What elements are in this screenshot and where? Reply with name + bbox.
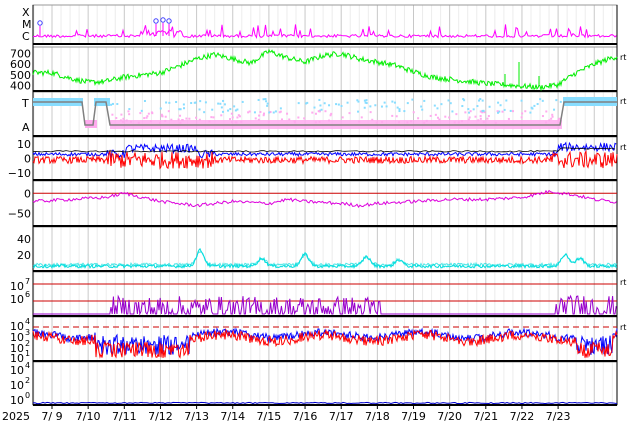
p8-series-a xyxy=(32,327,618,357)
p8-right-label: rt xyxy=(620,323,626,332)
p4-tick-0: 10 xyxy=(17,138,31,151)
p8-tick-exp-6: 1 xyxy=(25,349,30,358)
p4-series-c xyxy=(32,147,616,153)
p4-tick-2: −10 xyxy=(8,167,31,180)
x-tick-14: 7/23 xyxy=(546,410,571,423)
p4-tick-1: 0 xyxy=(24,153,31,166)
x-tick-9: 7/18 xyxy=(365,410,390,423)
x-tick-1: 7/10 xyxy=(76,410,101,423)
p5-tick-m50: −50 xyxy=(8,208,31,221)
p8-tick-exp-4: 2 xyxy=(25,339,30,348)
x-tick-13: 7/22 xyxy=(510,410,535,423)
p6-tick-40: 40 xyxy=(17,233,31,246)
xmc-label-m: M xyxy=(22,18,32,31)
p6-line-b xyxy=(32,250,618,268)
p2-right-label: rt xyxy=(620,53,626,62)
p7-series-line xyxy=(33,294,617,316)
p9-tick-base-2: 10 xyxy=(10,379,24,392)
p4-right-label: rt xyxy=(620,143,626,152)
p7-tick-10-b: 10 xyxy=(10,293,24,306)
xmc-label-c: C xyxy=(22,30,30,43)
panel-frame-xmc xyxy=(32,4,618,45)
p8-tick-base-6: 10 xyxy=(10,352,24,365)
p9-series-line xyxy=(32,401,618,405)
xmc-flare-marker xyxy=(160,17,166,23)
panel-frame-p5 xyxy=(32,180,618,227)
ta-right-label: rt xyxy=(620,97,626,106)
p4-series-b xyxy=(32,149,618,170)
p7-tick-exp-7: 7 xyxy=(25,277,30,286)
x-tick-0: 7/ 9 xyxy=(41,410,62,423)
p5-index-line xyxy=(32,189,617,209)
panel-frame-p7 xyxy=(32,271,618,317)
x-tick-12: 7/21 xyxy=(473,410,498,423)
ta-speckles xyxy=(110,98,562,124)
p9-tick-base-0: 10 xyxy=(10,364,24,377)
p8-tick-exp-0: 4 xyxy=(25,317,30,326)
p2-tick-500: 500 xyxy=(10,69,31,82)
p2-tick-700: 700 xyxy=(10,47,31,60)
xmc-flare-marker xyxy=(37,20,43,26)
p7-tick-exp-6: 6 xyxy=(25,290,30,299)
p9-tick-base-4: 10 xyxy=(10,394,24,407)
p2-tick-400: 400 xyxy=(10,80,31,93)
xmc-series-line xyxy=(32,24,617,40)
p2-tick-600: 600 xyxy=(10,58,31,71)
p7-tick-10-a: 10 xyxy=(10,280,24,293)
ta-state-line xyxy=(33,101,617,126)
p9-tick-exp-2: 2 xyxy=(25,376,30,385)
p9-tick-exp-0: 4 xyxy=(25,361,30,370)
x-tick-11: 7/20 xyxy=(437,410,462,423)
x-tick-6: 7/15 xyxy=(257,410,282,423)
xmc-label-x: X xyxy=(22,6,30,19)
x-tick-3: 7/12 xyxy=(148,410,173,423)
p8-series-b xyxy=(32,328,618,359)
panel-frame-p8 xyxy=(32,316,618,362)
p8-tick-exp-2: 3 xyxy=(25,328,30,337)
x-tick-4: 7/13 xyxy=(184,410,209,423)
p4-series-a xyxy=(32,141,617,159)
ta-label-t: T xyxy=(21,97,29,110)
x-tick-7: 7/16 xyxy=(293,410,318,423)
x-tick-8: 7/17 xyxy=(329,410,354,423)
x-tick-year: 2025 xyxy=(2,410,30,423)
x-tick-5: 7/14 xyxy=(220,410,245,423)
p7-right-label: rt xyxy=(620,278,626,287)
p8-tick-base-4: 10 xyxy=(10,342,24,355)
p8-tick-base-2: 10 xyxy=(10,331,24,344)
ta-a-band-small xyxy=(85,120,97,128)
p2-speed-line xyxy=(32,48,618,92)
p5-tick-0: 0 xyxy=(24,187,31,200)
p6-tick-20: 20 xyxy=(17,249,31,262)
panel-frame-p9 xyxy=(32,361,618,406)
ta-label-a: A xyxy=(22,121,30,134)
p8-tick-base-0: 10 xyxy=(10,320,24,333)
x-tick-10: 7/19 xyxy=(401,410,426,423)
xmc-flare-marker xyxy=(166,18,172,24)
xmc-flare-marker xyxy=(153,18,159,24)
x-tick-2: 7/11 xyxy=(112,410,137,423)
p9-tick-exp-4: 0 xyxy=(25,391,30,400)
